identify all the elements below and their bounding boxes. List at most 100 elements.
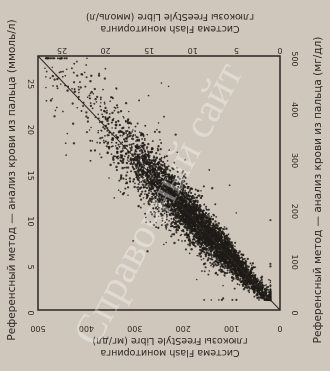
scatter-point [141,155,143,158]
scatter-point [145,173,148,175]
scatter-point [51,66,54,69]
scatter-point [85,64,88,66]
scatter-point [219,260,222,263]
scatter-point [114,155,116,158]
scatter-point [234,241,237,244]
scatter-point [119,130,123,133]
scatter-point [141,157,144,160]
scatter-point [166,218,168,221]
scatter-point [141,138,144,140]
scatter-point [156,147,159,150]
scatter-point [235,276,238,279]
scatter-point [138,194,142,197]
scatter-point [165,211,168,213]
scatter-point [160,172,163,175]
scatter-point [156,198,159,201]
scatter-point [149,184,151,187]
scatter-point [88,94,91,97]
scatter-point [130,146,133,149]
scatter-point [162,160,165,164]
scatter-point [188,237,191,240]
scatter-point [132,178,136,181]
scatter-point [211,234,214,238]
scatter-point [115,88,118,90]
scatter-point [135,166,138,168]
scatter-point [104,134,106,137]
scatter-point [208,252,211,255]
scatter-point [117,189,120,191]
scatter-point [111,145,114,148]
scatter-point [207,208,210,211]
scatter-point [111,96,114,99]
scatter-point [140,149,144,153]
plot-frame [37,55,281,311]
scatter-point [192,235,195,238]
scatter-point [175,231,178,234]
scatter-point [126,156,130,159]
scatter-point [72,71,75,74]
scatter-point [139,168,142,171]
scatter-point [176,228,179,232]
scatter-point [219,265,222,268]
scatter-point [75,60,78,63]
scatter-point [117,157,119,160]
scatter-point [143,137,146,140]
scatter-point [89,159,92,162]
scatter-point [145,221,148,224]
scatter-point [203,213,207,216]
scatter-point [99,137,102,140]
scatter-point [124,187,127,190]
scatter-point [150,212,154,216]
scatter-point [233,271,236,275]
scatter-point [220,243,222,246]
scatter-point [71,122,75,125]
scatter-point [134,145,137,147]
scatter-point [269,285,272,288]
scatter-point [199,204,202,207]
scatter-point [173,195,176,198]
scatter-point [175,189,178,192]
scatter-point [219,239,222,242]
scatter-point [144,155,147,158]
scatter-point [138,149,142,152]
scatter-point [126,159,129,161]
scatter-point [269,219,272,222]
scatter-point [146,133,149,136]
scatter-point [54,109,57,112]
scatter-point [199,255,203,258]
scatter-point [52,85,54,87]
scatter-point [248,287,251,290]
scatter-point [221,263,224,266]
scatter-point [126,186,130,189]
scatter-point [198,245,201,247]
scatter-point [208,212,210,215]
scatter-point [102,139,105,142]
scatter-point [238,279,241,282]
scatter-point [112,139,114,142]
scatter-point [101,113,104,116]
scatter-point [173,241,176,245]
scatter-point [104,67,107,70]
scatter-point [140,180,143,183]
scatter-point [203,209,206,212]
scatter-point [261,297,263,300]
scatter-point [115,165,118,169]
scatter-point [178,222,182,225]
scatter-point [189,228,192,231]
scatter-point [124,101,128,105]
scatter-point [235,298,238,302]
scatter-point [228,184,231,187]
scatter-point [181,193,184,196]
scatter-point [211,187,214,190]
scatter-point [150,159,153,162]
scatter-point [156,205,159,208]
scatter-point [90,74,93,77]
scatter-point [98,153,101,155]
scatter-point [233,287,236,290]
scatter-point [56,87,59,90]
scatter-point [126,119,129,122]
scatter-point [168,204,171,207]
scatter-point [121,166,124,170]
